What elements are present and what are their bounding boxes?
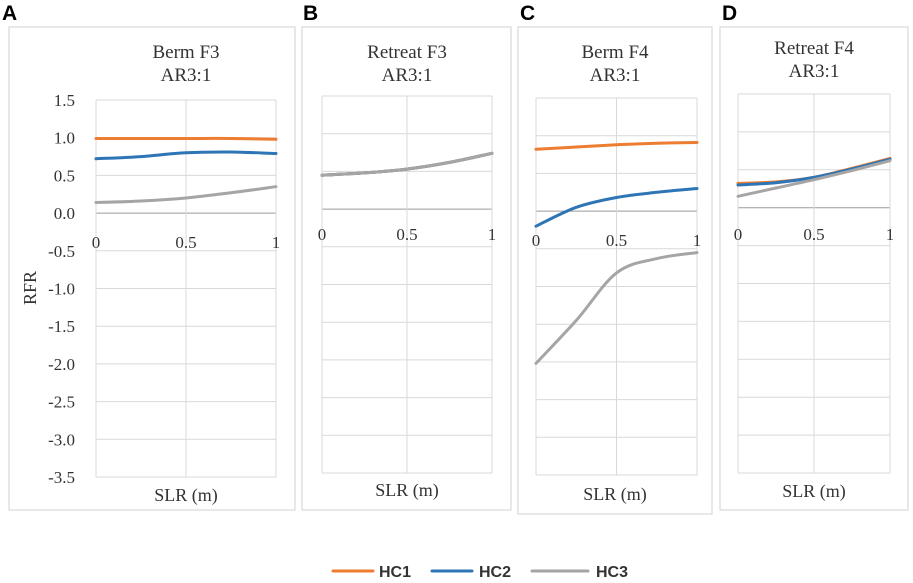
panel-a-y-tick-label: -3.0: [48, 430, 75, 449]
panel-d-x-axis-label: SLR (m): [782, 481, 846, 502]
panel-a: A Berm F3 AR3:1 1.5 1.0 0.5 0.0 -0.5 -1.0 -1.5…: [2, 2, 296, 511]
legend-hc2-label: HC2: [479, 564, 511, 581]
panel-c-x-tick-label: 0: [532, 231, 541, 250]
panel-b-grid: [321, 95, 493, 474]
panel-b-series: [320, 151, 494, 177]
panel-d-x-tick-label: 0.5: [803, 225, 824, 244]
panel-a-x-tick-label: 1: [272, 233, 281, 252]
panel-c-series-hc1: [534, 141, 699, 151]
panel-b-title-line-1: Retreat F3: [367, 42, 447, 63]
panel-a-y-tick-label: -0.5: [48, 242, 75, 261]
panel-c-letter: C: [520, 2, 535, 25]
panel-d-title-line-1: Retreat F4: [774, 38, 854, 59]
panel-a-y-tick-label: -2.5: [48, 393, 75, 412]
panel-a-letter: A: [2, 2, 17, 25]
panel-a-y-tick-label: 0.5: [54, 166, 75, 185]
panel-c-series: [534, 141, 699, 365]
panel-a-y-tick-label: 1.5: [54, 91, 75, 110]
panel-c-series-hc2: [534, 187, 699, 228]
panel-d-x-tick-label: 1: [886, 225, 895, 244]
panel-b-x-tick-label: 0.5: [396, 225, 417, 244]
panel-a-x-axis-label: SLR (m): [154, 485, 218, 506]
panel-c-title-line-1: Berm F4: [581, 42, 649, 63]
panel-a-title-line-1: Berm F3: [152, 42, 219, 63]
panel-b-x-tick-label: 1: [488, 225, 497, 244]
panel-c-x-ticks: 0 0.5 1: [532, 231, 702, 250]
panel-a-border: [8, 26, 296, 511]
panel-a-x-ticks: 0 0.5 1: [92, 233, 281, 252]
legend: HC1 HC2 HC3: [331, 564, 628, 581]
panel-a-series: [94, 136, 278, 204]
panel-b: B Retreat F3 AR3:1 0 0.5 1 SLR (m): [301, 2, 512, 511]
panel-d-series-hc3: [736, 159, 892, 198]
panel-a-series-hc1: [94, 136, 278, 141]
panel-a-grid: [95, 99, 277, 478]
panel-a-series-hc3: [94, 185, 278, 204]
panel-b-series-hc3: [320, 151, 494, 177]
panel-b-x-ticks: 0 0.5 1: [318, 225, 497, 244]
panel-d-grid: [737, 93, 891, 474]
panel-a-y-tick-label: 1.0: [54, 129, 75, 148]
panel-a-series-hc2: [94, 150, 278, 161]
panel-c-series-hc3: [534, 251, 699, 365]
panel-a-y-axis-label: RFR: [20, 271, 40, 305]
panel-a-y-tick-label: -2.0: [48, 355, 75, 374]
panel-a-y-tick-label: 0.0: [54, 204, 75, 223]
legend-hc1-label: HC1: [379, 564, 411, 581]
panel-c-x-axis-label: SLR (m): [583, 484, 647, 505]
panel-c: C Berm F4 AR3:1 0 0.5 1 SLR (m): [517, 2, 713, 515]
panel-a-x-tick-label: 0: [92, 233, 101, 252]
panel-d-letter: D: [722, 2, 737, 25]
panel-c-x-tick-label: 1: [693, 231, 702, 250]
panel-b-title-line-2: AR3:1: [382, 65, 433, 86]
panel-a-y-tick-label: -1.5: [48, 317, 75, 336]
panel-c-border: [517, 26, 713, 515]
panel-a-title-line-2: AR3:1: [161, 65, 212, 86]
panel-b-x-tick-label: 0: [318, 225, 327, 244]
panel-a-x-tick-label: 0.5: [175, 233, 196, 252]
panel-d-x-tick-label: 0: [734, 225, 743, 244]
panel-b-x-axis-label: SLR (m): [375, 480, 439, 501]
panel-a-y-tick-label: -1.0: [48, 280, 75, 299]
panel-b-letter: B: [303, 2, 318, 25]
panel-d: D Retreat F4 AR3:1 0 0.5 1 SLR (m): [719, 2, 909, 511]
panel-a-y-tick-label: -3.5: [48, 468, 75, 487]
panel-c-grid: [535, 97, 698, 476]
panel-d-series: [736, 156, 892, 198]
legend-hc3-label: HC3: [596, 564, 628, 581]
panel-d-title-line-2: AR3:1: [789, 61, 840, 82]
panel-a-y-ticks: 1.5 1.0 0.5 0.0 -0.5 -1.0 -1.5 -2.0 -2.5 -3.0 -3.5: [48, 91, 75, 487]
panel-c-title-line-2: AR3:1: [590, 65, 641, 86]
panel-c-x-tick-label: 0.5: [606, 231, 627, 250]
panel-d-x-ticks: 0 0.5 1: [734, 225, 895, 244]
